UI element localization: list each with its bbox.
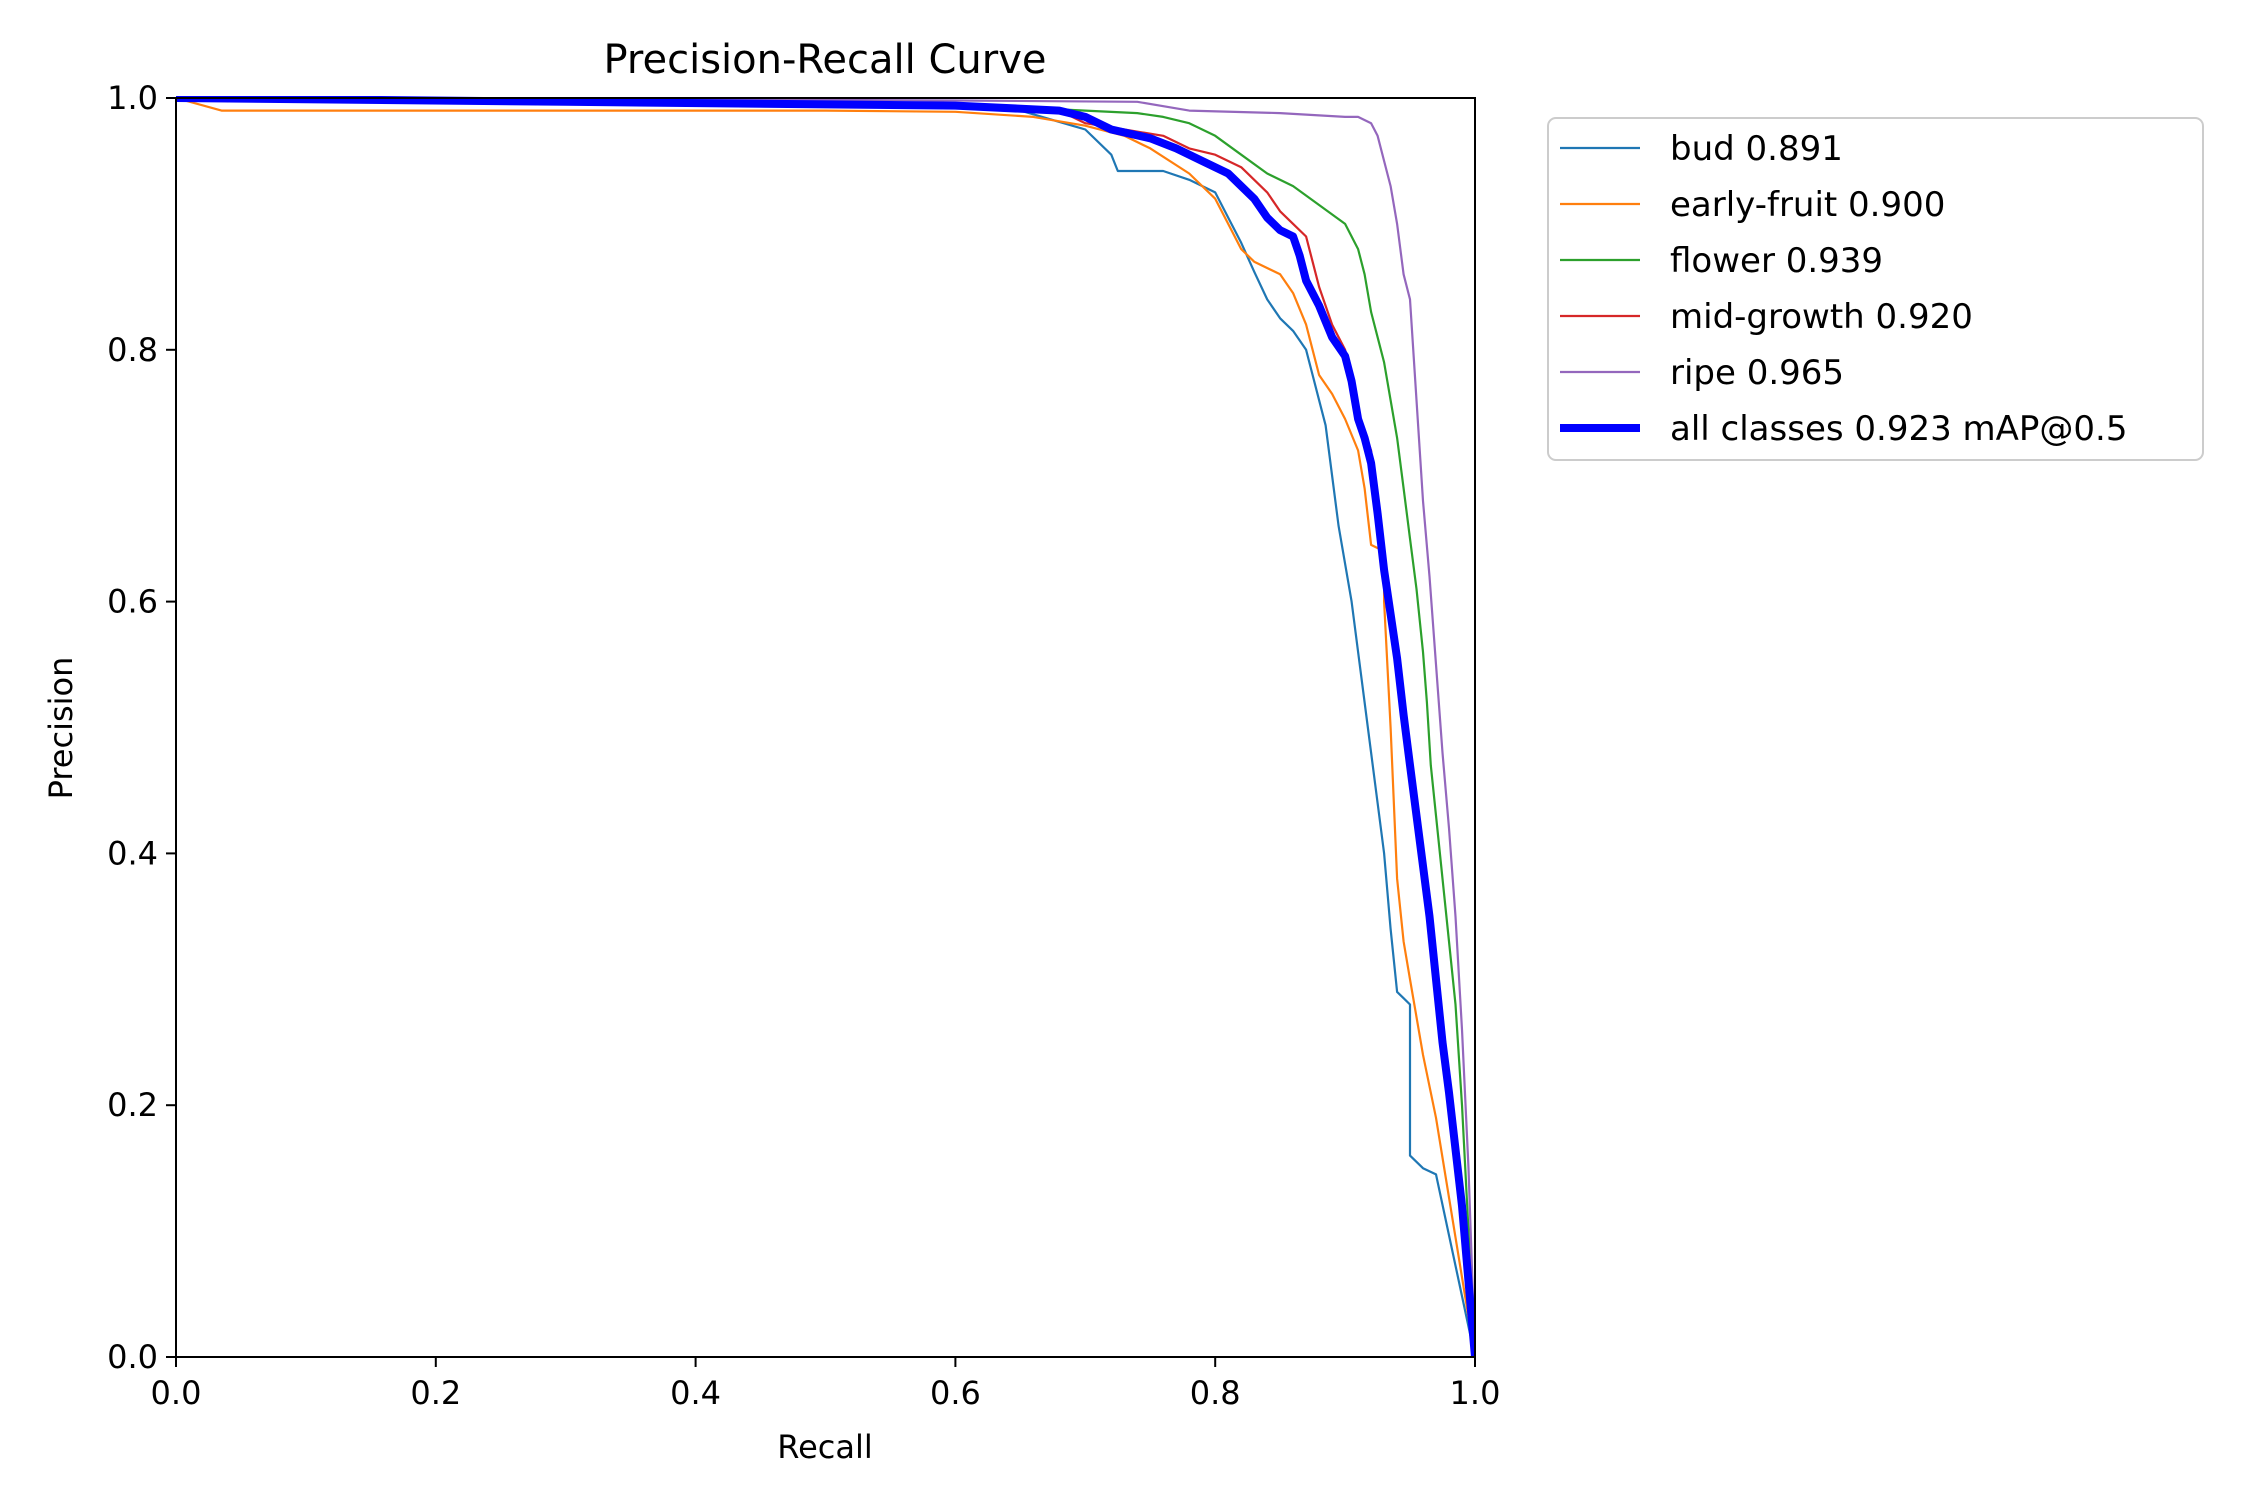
x-tick-label: 0.0 (151, 1374, 202, 1412)
legend-label: flower 0.939 (1670, 241, 1883, 281)
y-tick-label: 0.0 (107, 1338, 158, 1376)
x-tick-label: 0.4 (670, 1374, 721, 1412)
series-line-early-fruit (176, 96, 1475, 1358)
x-tick-label: 0.6 (930, 1374, 981, 1412)
legend-box (1547, 117, 2204, 461)
legend-label: bud 0.891 (1670, 129, 1843, 169)
x-tick-label: 1.0 (1450, 1374, 1501, 1412)
y-tick-label: 0.2 (107, 1086, 158, 1124)
plot-frame (175, 97, 1476, 1358)
y-tick-label: 0.4 (107, 834, 158, 872)
x-axis: 0.0 0.2 0.4 0.6 0.8 1.0 (151, 1357, 1501, 1412)
x-axis-label: Recall (777, 1428, 872, 1466)
legend-entries: bud 0.891 early-fruit 0.900 flower 0.939 mi… (1560, 129, 2127, 449)
y-tick-label: 0.6 (107, 583, 158, 621)
series-line-flower (176, 96, 1475, 1358)
series-layer (176, 96, 1475, 1358)
legend-label: all classes 0.923 mAP@0.5 (1670, 409, 2127, 449)
x-tick-label: 0.8 (1190, 1374, 1241, 1412)
y-axis-label: Precision (42, 657, 80, 800)
y-tick-label: 0.8 (107, 331, 158, 369)
y-axis: 0.0 0.2 0.4 0.6 0.8 1.0 (107, 79, 176, 1376)
legend-label: early-fruit 0.900 (1670, 185, 1945, 225)
legend-label: mid-growth 0.920 (1670, 297, 1973, 337)
series-line-bud (176, 96, 1475, 1358)
chart-title: Precision-Recall Curve (604, 37, 1047, 83)
legend-label: ripe 0.965 (1670, 353, 1844, 393)
x-tick-label: 0.2 (410, 1374, 461, 1412)
series-line-ripe (176, 96, 1475, 1358)
series-line-all (176, 96, 1475, 1358)
y-tick-label: 1.0 (107, 79, 158, 117)
plot-area (175, 96, 1476, 1358)
legend: bud 0.891 early-fruit 0.900 flower 0.939 mi… (1547, 117, 2204, 461)
